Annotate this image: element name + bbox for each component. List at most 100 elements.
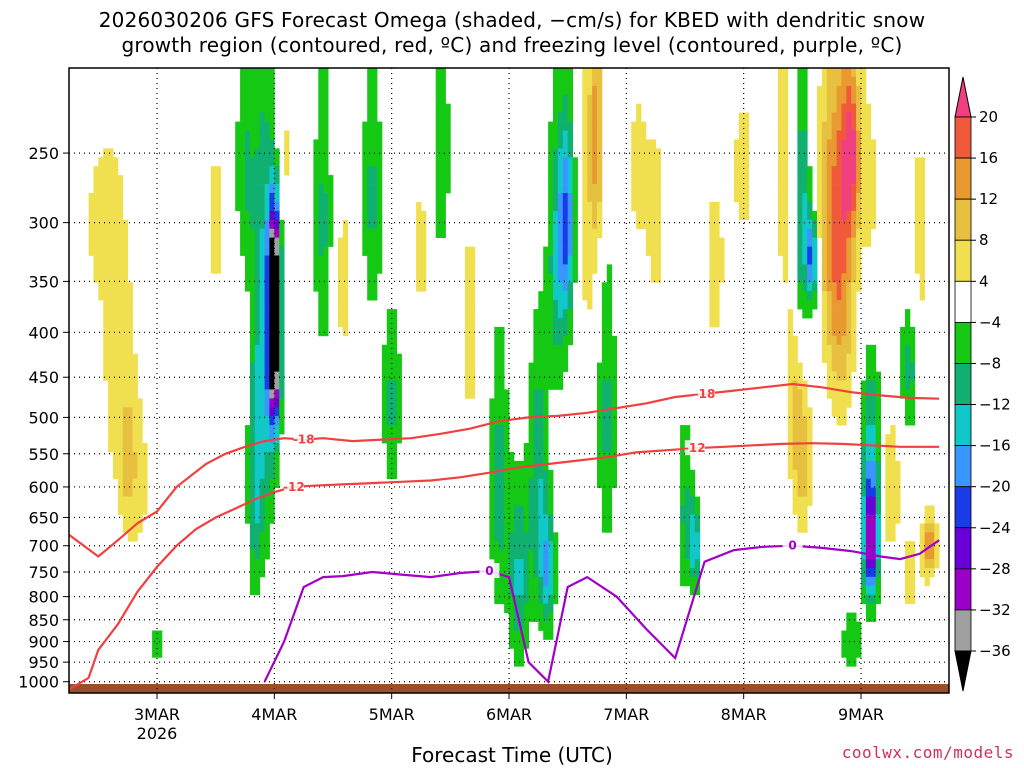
omega-cell: [381, 389, 388, 399]
omega-cell: [518, 523, 525, 533]
omega-cell: [548, 166, 554, 176]
omega-cell: [254, 148, 261, 158]
omega-cell: [538, 398, 544, 408]
omega-cell: [548, 550, 554, 560]
omega-cell: [445, 148, 451, 158]
omega-cell: [865, 541, 872, 551]
omega-cell: [851, 175, 857, 185]
omega-cell: [738, 130, 745, 140]
omega-cell: [548, 630, 554, 640]
omega-cell: [117, 353, 124, 363]
omega-cell: [499, 469, 505, 480]
omega-cell: [117, 193, 124, 203]
omega-cell: [831, 389, 837, 399]
omega-cell: [215, 264, 221, 274]
omega-cell: [381, 416, 388, 426]
omega-cell: [587, 228, 593, 238]
omega-cell: [733, 157, 740, 167]
omega-cell: [323, 148, 329, 158]
omega-cell: [323, 201, 329, 212]
omega-cell: [215, 184, 221, 194]
omega-cell: [372, 219, 378, 230]
omega-shading: [88, 68, 940, 667]
omega-cell: [909, 353, 916, 363]
omega-cell: [777, 201, 784, 212]
omega-cell: [875, 416, 881, 426]
omega-cell: [435, 85, 441, 96]
omega-cell: [919, 273, 925, 283]
omega-cell: [680, 487, 686, 497]
omega-cell: [264, 103, 270, 113]
omega-cell: [841, 246, 847, 256]
colorbar-label: −8: [979, 354, 1001, 372]
omega-cell: [597, 139, 603, 149]
omega-cell: [856, 255, 862, 265]
omega-cell: [831, 112, 837, 122]
omega-cell: [494, 407, 500, 417]
omega-cell: [861, 541, 867, 551]
omega-cell: [641, 130, 647, 140]
omega-cell: [372, 68, 378, 78]
omega-cell: [821, 309, 828, 319]
omega-cell: [606, 496, 613, 506]
omega-cell: [680, 469, 686, 480]
omega-cell: [494, 505, 500, 515]
omega-cell: [802, 434, 808, 444]
omega-cell: [98, 166, 104, 176]
omega-cell: [553, 94, 559, 105]
omega-cell: [777, 130, 784, 140]
omega-cell: [543, 389, 549, 399]
colorbar-swatch: [954, 568, 972, 611]
colorbar-label: 8: [979, 231, 989, 249]
omega-cell: [127, 398, 133, 408]
omega-cell: [323, 291, 329, 301]
omega-cell: [601, 434, 608, 444]
omega-cell: [362, 130, 368, 140]
omega-cell: [435, 184, 441, 194]
omega-cell: [538, 416, 544, 426]
omega-cell: [538, 487, 544, 497]
omega-cell: [269, 398, 275, 408]
omega-cell: [548, 514, 554, 524]
omega-cell: [494, 576, 500, 587]
omega-cell: [606, 389, 613, 399]
omega-cell: [103, 246, 109, 256]
omega-cell: [743, 157, 749, 167]
omega-cell: [592, 193, 598, 203]
omega-cell: [548, 326, 554, 337]
omega-cell: [269, 451, 275, 462]
omega-cell: [851, 76, 857, 87]
omega-cell: [132, 389, 138, 399]
omega-cell: [533, 309, 539, 319]
omega-cell: [372, 139, 378, 149]
omega-cell: [685, 576, 691, 587]
omega-cell: [127, 407, 133, 417]
omega-cell: [821, 300, 828, 310]
omega-cell: [259, 496, 265, 506]
omega-cell: [636, 219, 642, 230]
omega-cell: [557, 326, 564, 337]
omega-cell: [98, 157, 104, 167]
omega-cell: [826, 237, 833, 247]
omega-cell: [499, 362, 505, 372]
omega-cell: [685, 532, 691, 542]
omega-cell: [372, 175, 378, 185]
omega-cell: [108, 193, 114, 203]
omega-cell: [782, 166, 789, 176]
omega-cell: [592, 157, 598, 167]
omega-cell: [548, 585, 554, 596]
omega-cell: [562, 85, 569, 96]
omega-cell: [122, 264, 129, 274]
omega-cell: [249, 541, 256, 551]
omega-cell: [826, 184, 833, 194]
omega-cell: [557, 228, 564, 238]
omega-cell: [900, 371, 906, 381]
omega-cell: [709, 318, 715, 328]
omega-cell: [318, 201, 324, 212]
omega-cell: [694, 585, 701, 596]
omega-cell: [318, 166, 324, 176]
omega-cell: [548, 193, 554, 203]
omega-cell: [606, 273, 613, 283]
omega-cell: [132, 451, 138, 462]
omega-cell: [611, 416, 617, 426]
